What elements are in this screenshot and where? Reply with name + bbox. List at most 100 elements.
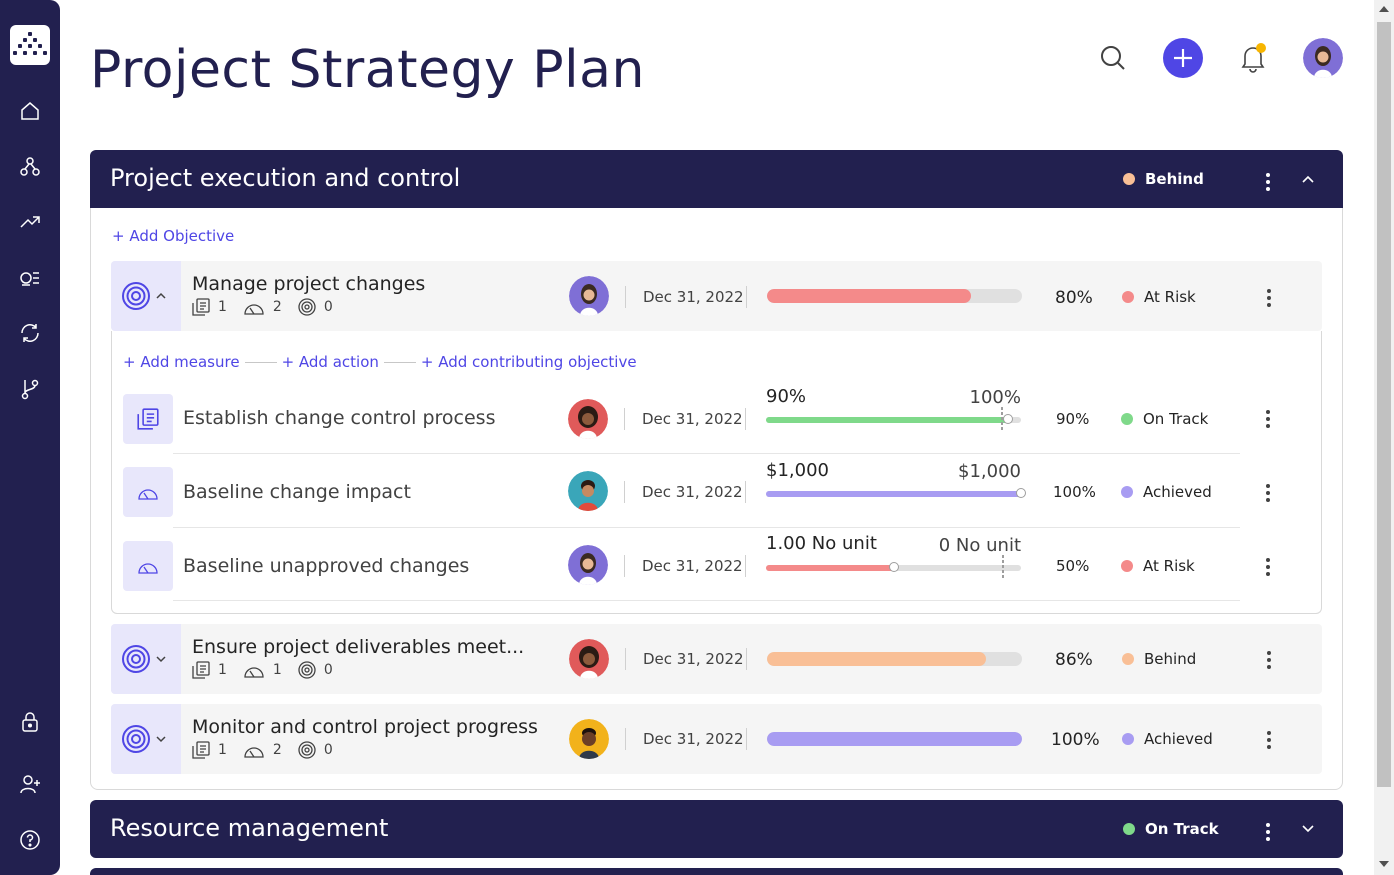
checklist-icon[interactable] <box>18 266 42 290</box>
target-icon <box>122 645 150 673</box>
more-options-icon[interactable] <box>1258 407 1278 431</box>
status-badge: At Risk <box>1122 288 1196 306</box>
next-section-header <box>90 868 1343 875</box>
status-dot <box>1123 823 1135 835</box>
lock-icon[interactable] <box>18 710 42 734</box>
child-icon-box <box>123 541 173 591</box>
chevron-down-icon[interactable] <box>155 653 167 665</box>
gauge-icon <box>138 489 158 500</box>
section-title: Resource management <box>110 814 389 842</box>
avatar[interactable] <box>568 399 608 439</box>
action-icon <box>192 661 210 679</box>
progress-percent: 50% <box>1056 557 1090 575</box>
measure-current: 1.00 No unit <box>766 533 877 554</box>
notifications-button[interactable] <box>1233 38 1273 78</box>
add-action-link[interactable]: + Add action <box>281 353 379 371</box>
progress-bar <box>767 652 1022 666</box>
add-measure-link[interactable]: + Add measure <box>123 353 240 371</box>
status-label: Behind <box>1145 170 1204 188</box>
gauge-icon <box>244 304 264 315</box>
objective-meta: 1 2 0 <box>192 298 349 316</box>
objective-title: Monitor and control project progress <box>192 716 538 738</box>
search-button[interactable] <box>1093 38 1133 78</box>
more-options-icon[interactable] <box>1258 481 1278 505</box>
objective-icon-box <box>111 261 181 331</box>
avatar[interactable] <box>568 471 608 511</box>
trend-icon[interactable] <box>18 210 42 234</box>
more-options-icon[interactable] <box>1258 170 1278 194</box>
objective-row[interactable]: Ensure project deliverables meet... 1 1 … <box>111 624 1322 694</box>
status-badge: Achieved <box>1122 730 1213 748</box>
section-header[interactable]: Resource management On Track <box>90 800 1343 858</box>
measure-target: $1,000 <box>958 461 1021 482</box>
status-label: On Track <box>1145 820 1219 838</box>
chevron-down-icon[interactable] <box>155 733 167 745</box>
objective-icon-box <box>111 624 181 694</box>
chevron-down-icon[interactable] <box>1300 821 1316 837</box>
status-badge: On Track <box>1121 410 1208 428</box>
home-icon[interactable] <box>18 99 42 123</box>
sidebar <box>0 0 60 875</box>
due-date: Dec 31, 2022 <box>642 410 743 428</box>
child-title[interactable]: Baseline change impact <box>183 481 411 503</box>
more-options-icon[interactable] <box>1258 555 1278 579</box>
more-options-icon[interactable] <box>1259 648 1279 672</box>
objective-row[interactable]: Manage project changes 1 2 0 <box>111 261 1322 331</box>
objective-icon-box <box>111 704 181 774</box>
section-status: On Track <box>1123 820 1219 838</box>
search-icon <box>1101 46 1125 70</box>
scrollbar[interactable] <box>1374 0 1394 875</box>
avatar[interactable] <box>568 545 608 585</box>
status-badge: Achieved <box>1121 483 1212 501</box>
measure-target: 100% <box>969 387 1021 408</box>
add-button[interactable] <box>1163 38 1203 78</box>
scroll-down-icon[interactable] <box>1379 861 1389 867</box>
measure-current: $1,000 <box>766 460 829 481</box>
hierarchy-icon[interactable] <box>18 155 42 179</box>
measure-bar <box>766 488 1026 498</box>
section-header[interactable]: Project execution and control Behind <box>90 150 1343 208</box>
add-user-icon[interactable] <box>18 772 42 796</box>
more-options-icon[interactable] <box>1258 820 1278 844</box>
section-status: Behind <box>1123 170 1204 188</box>
target-icon <box>122 725 150 753</box>
child-title[interactable]: Establish change control process <box>183 407 496 429</box>
add-contributing-objective-link[interactable]: + Add contributing objective <box>420 353 637 371</box>
objective-title: Manage project changes <box>192 273 426 295</box>
more-options-icon[interactable] <box>1259 286 1279 310</box>
avatar[interactable] <box>569 276 609 316</box>
target-icon <box>298 661 316 679</box>
expanded-panel <box>111 331 1322 614</box>
due-date: Dec 31, 2022 <box>642 483 743 501</box>
progress-percent: 100% <box>1053 483 1096 501</box>
chevron-up-icon[interactable] <box>1300 171 1316 187</box>
child-title[interactable]: Baseline unapproved changes <box>183 555 470 577</box>
notification-badge <box>1256 43 1266 53</box>
branch-icon[interactable] <box>18 377 42 401</box>
objective-meta: 1 2 0 <box>192 741 349 759</box>
user-avatar-button[interactable] <box>1303 38 1343 78</box>
help-icon[interactable] <box>18 828 42 852</box>
gauge-icon <box>244 747 264 758</box>
objective-row[interactable]: Monitor and control project progress 1 2… <box>111 704 1322 774</box>
avatar[interactable] <box>569 639 609 679</box>
scroll-up-icon[interactable] <box>1379 6 1389 12</box>
child-icon-box <box>123 467 173 517</box>
add-objective-link[interactable]: + Add Objective <box>112 227 235 245</box>
target-icon <box>122 282 150 310</box>
chevron-up-icon[interactable] <box>155 290 167 302</box>
scroll-thumb[interactable] <box>1377 22 1391 787</box>
due-date: Dec 31, 2022 <box>643 288 744 306</box>
gauge-icon <box>244 667 264 678</box>
progress-percent: 86% <box>1055 650 1093 670</box>
section-title: Project execution and control <box>110 164 461 192</box>
status-dot <box>1123 173 1135 185</box>
measure-bar <box>766 555 1021 579</box>
app-logo[interactable] <box>10 25 50 65</box>
avatar[interactable] <box>569 719 609 759</box>
progress-percent: 80% <box>1055 288 1093 308</box>
due-date: Dec 31, 2022 <box>642 557 743 575</box>
plus-icon <box>1174 49 1192 67</box>
sync-icon[interactable] <box>18 321 42 345</box>
more-options-icon[interactable] <box>1259 728 1279 752</box>
